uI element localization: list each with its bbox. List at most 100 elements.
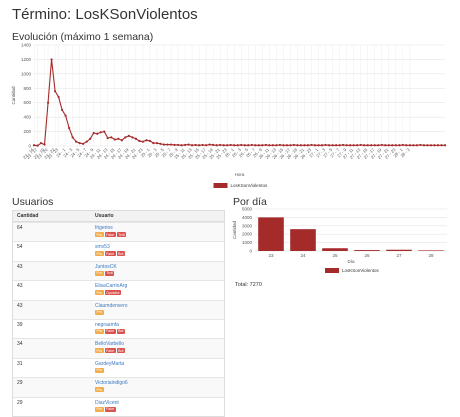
- user-link[interactable]: smv53: [95, 244, 110, 251]
- data-point: [268, 144, 271, 147]
- data-point: [310, 143, 313, 147]
- user-cell: frigerios Pro Fake Troll: [95, 223, 224, 241]
- data-point: [359, 143, 362, 147]
- data-point: [240, 143, 243, 147]
- data-point: [222, 144, 225, 147]
- badge-pro: Pro: [95, 328, 104, 334]
- per-day-title: Por día: [233, 196, 267, 208]
- table-row: 43 Claumdenvero Pro: [13, 299, 224, 319]
- y-tick-label: 1000: [21, 71, 32, 76]
- user-link[interactable]: frigerios: [95, 225, 113, 231]
- user-link[interactable]: GardeyMarta: [95, 360, 125, 367]
- data-point: [415, 144, 418, 147]
- x-axis-label: Día: [347, 259, 355, 264]
- data-point: [282, 144, 285, 147]
- data-point: [82, 142, 85, 145]
- data-point: [229, 143, 232, 147]
- data-point: [96, 132, 99, 135]
- data-point: [46, 101, 50, 104]
- data-point: [176, 143, 180, 147]
- user-cell: Victoriaindigo6 Pro: [95, 378, 224, 396]
- x-tick-label: 26 - 9: [252, 147, 264, 159]
- user-link[interactable]: ElisaCarrioArg: [95, 283, 128, 290]
- data-point: [384, 144, 387, 147]
- data-point: [289, 144, 292, 147]
- user-count: 54: [17, 244, 23, 251]
- user-count: 29: [17, 380, 23, 387]
- header-user[interactable]: Usuario: [95, 213, 114, 219]
- data-point: [352, 144, 355, 147]
- data-point: [264, 143, 267, 147]
- user-link[interactable]: BelloVarbello: [95, 341, 125, 348]
- badge-fake: Fake: [104, 328, 116, 334]
- series-line: [33, 59, 445, 147]
- user-link[interactable]: DiazVicent: [95, 399, 119, 406]
- x-tick-label: 24: [300, 253, 306, 258]
- data-point: [141, 140, 144, 143]
- user-badges: Pro Troll: [95, 270, 224, 277]
- data-point: [254, 144, 257, 147]
- table-row: 54 smv53 Pro Fake Bot: [13, 241, 224, 260]
- data-point: [338, 144, 341, 147]
- x-tick-label: 28 - 1: [392, 147, 404, 159]
- data-point: [391, 144, 394, 147]
- badge-bot: Bot: [116, 328, 125, 334]
- y-tick-label: 200: [23, 129, 31, 134]
- user-badges: Pro Fake Bot: [95, 328, 224, 335]
- user-link[interactable]: negraamfa: [95, 321, 119, 328]
- data-point: [320, 144, 324, 147]
- x-tick-label: 24 - 5: [69, 147, 81, 159]
- data-point: [313, 144, 317, 147]
- x-tick-label: 24 - 1: [55, 147, 67, 159]
- data-point: [426, 144, 429, 147]
- data-point: [219, 143, 222, 147]
- data-point: [169, 143, 173, 146]
- x-tick-label: 25 - 5: [154, 147, 166, 159]
- data-point: [387, 144, 390, 147]
- x-tick-label: 24 - 3: [62, 147, 74, 159]
- data-point: [208, 143, 211, 146]
- table-row: 34 BelloVarbello Pro Fake Bot: [13, 338, 224, 358]
- table-row: 43 ElisaCarrioArg Pro Opositor: [13, 280, 224, 299]
- data-point: [145, 139, 148, 142]
- data-point: [205, 144, 208, 147]
- user-link[interactable]: Victoriaindigo6: [95, 380, 128, 387]
- user-cell: JuntosCK Pro Troll: [95, 262, 224, 280]
- table-body: 64 frigerios Pro Fake Troll 54 smv53 Pro Fake Bot…: [13, 222, 224, 416]
- badge-pro: Pro: [95, 232, 104, 237]
- data-point: [429, 144, 433, 147]
- user-count: 43: [17, 283, 23, 290]
- user-cell: smv53 Pro Fake Bot: [95, 242, 224, 260]
- users-title: Usuarios: [12, 196, 54, 208]
- user-badges: Pro Fake Troll: [95, 232, 224, 238]
- data-point: [173, 143, 176, 147]
- header-count[interactable]: Cantidad: [17, 213, 39, 219]
- data-point: [190, 144, 194, 147]
- data-point: [201, 143, 204, 147]
- bar: [258, 217, 284, 251]
- data-point: [131, 136, 134, 139]
- user-link[interactable]: JuntosCK: [95, 263, 117, 270]
- badge-pro: Pro: [95, 270, 104, 276]
- badge-troll: Troll: [104, 270, 115, 276]
- badge-pro: Pro: [95, 387, 104, 393]
- user-cell: GardeyMarta Pro: [95, 359, 224, 377]
- data-point: [335, 144, 338, 147]
- user-count: 43: [17, 263, 23, 270]
- badge-fake: Fake: [104, 232, 116, 237]
- data-point: [317, 144, 320, 147]
- data-point: [53, 90, 57, 93]
- badge-pro: Pro: [95, 290, 104, 296]
- y-tick-label: 2000: [242, 232, 253, 237]
- user-link[interactable]: Claumdenvero: [95, 302, 128, 309]
- data-point: [261, 144, 264, 147]
- data-point: [68, 126, 71, 130]
- bar: [290, 229, 316, 251]
- data-point: [275, 144, 278, 147]
- badge-opositor: Opositor: [104, 290, 122, 296]
- table-row: 29 Victoriaindigo6 Pro: [13, 377, 224, 397]
- data-point: [373, 144, 376, 147]
- x-tick-label: 27 - 1: [308, 147, 320, 159]
- data-point: [155, 142, 159, 145]
